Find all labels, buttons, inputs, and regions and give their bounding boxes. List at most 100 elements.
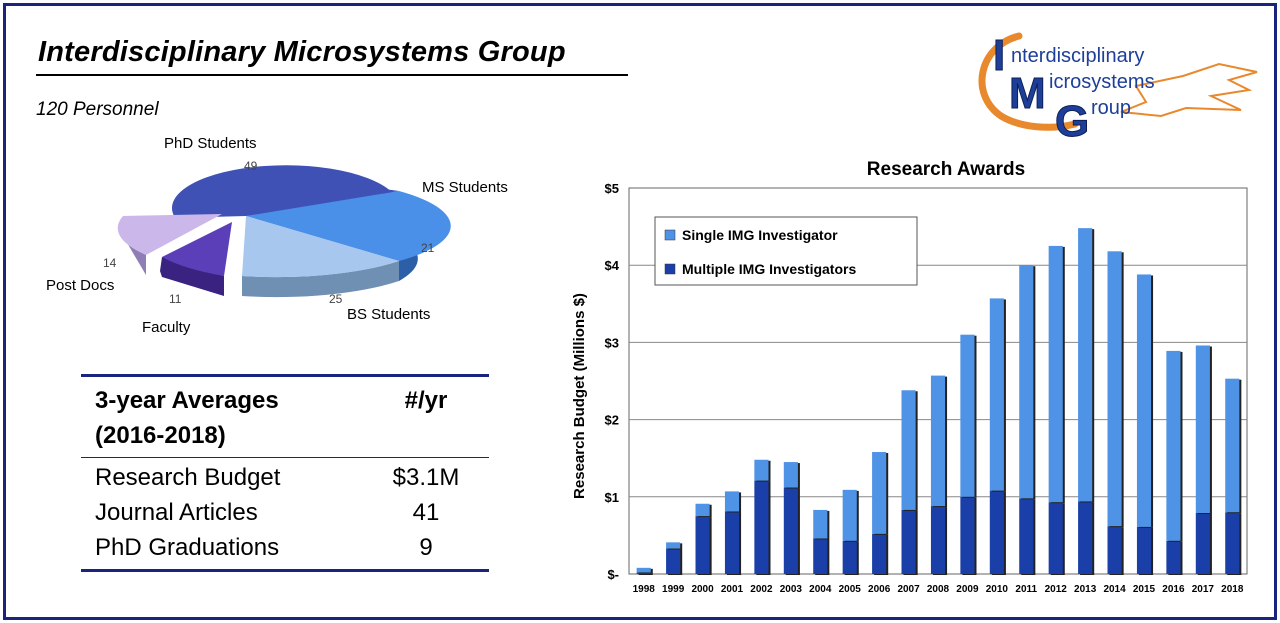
- legend-swatch-single: [664, 229, 676, 241]
- x-tick-label: 2004: [809, 584, 832, 595]
- y-tick-label: $-: [607, 567, 619, 582]
- bar-multiple-2018: [1225, 512, 1240, 574]
- bar-single-2018: [1225, 378, 1240, 513]
- pie-value-faculty: 11: [169, 292, 182, 306]
- logo-word-1: nterdisciplinary: [1011, 45, 1144, 67]
- bar-single-2001: [724, 491, 740, 512]
- bar-multiple-2016: [1166, 540, 1181, 574]
- pie-value-ms: 21: [421, 241, 435, 255]
- bar-single-2000: [695, 503, 710, 517]
- x-tick-label: 2010: [986, 584, 1009, 595]
- table-row: PhD Graduations 9: [81, 530, 489, 565]
- table-header: 3-year Averages (2016-2018) #/yr: [81, 377, 489, 457]
- bar-multiple-1999: [666, 548, 681, 574]
- bar-multiple-2007: [901, 509, 916, 574]
- img-logo: I nterdisciplinary M icrosystems G roup: [978, 31, 1258, 144]
- x-tick-label: 2017: [1192, 584, 1215, 595]
- table-row: Journal Articles 41: [81, 495, 489, 530]
- slide-frame: Interdisciplinary Microsystems Group 120…: [3, 3, 1277, 620]
- x-tick-label: 1998: [633, 584, 656, 595]
- bar-single-2016: [1166, 350, 1181, 541]
- pie-slice-ms: [246, 191, 451, 261]
- y-axis-label: Research Budget (Millions $): [571, 293, 588, 499]
- bar-single-2002: [754, 459, 769, 481]
- y-tick-labels: $- $1 $2 $3 $4 $5: [605, 181, 620, 582]
- x-tick-labels: 1998 1999 2000 2001 2002 2003 2004 2005 2006 2007…: [633, 584, 1244, 595]
- bar-multiple-2001: [724, 511, 740, 574]
- x-tick-label: 2008: [927, 584, 950, 595]
- x-tick-label: 2011: [1015, 584, 1037, 595]
- bar-multiple-2015: [1136, 526, 1152, 574]
- pie-value-bs: 25: [329, 292, 343, 306]
- x-tick-label: 2005: [839, 584, 862, 595]
- table-row: Research Budget $3.1M: [81, 460, 489, 495]
- pie-value-phd: 49: [244, 159, 258, 173]
- bars: [636, 228, 1242, 575]
- y-tick-label: $5: [605, 181, 619, 196]
- table-rule-top: [81, 374, 489, 377]
- bar-single-2010: [989, 298, 1004, 491]
- legend: Single IMG Investigator Multiple IMG Inv…: [654, 216, 918, 286]
- logo-word-2: icrosystems: [1049, 71, 1155, 93]
- chart-title: Research Awards: [867, 159, 1025, 180]
- legend-swatch-multiple: [664, 263, 676, 275]
- pie-label-phd: PhD Students: [164, 135, 257, 152]
- bar-single-2015: [1136, 274, 1152, 527]
- bar-multiple-2005: [842, 540, 857, 574]
- y-tick-label: $3: [605, 335, 619, 350]
- logo-letter-i: I: [993, 31, 1005, 80]
- bar-multiple-2012: [1048, 502, 1063, 574]
- pie-wall-bs: [242, 261, 399, 298]
- legend-label-single: Single IMG Investigator: [682, 227, 838, 243]
- pie-value-postdocs: 14: [103, 256, 117, 270]
- table-header-label: 3-year Averages (2016-2018): [95, 383, 365, 453]
- x-tick-label: 2002: [750, 584, 773, 595]
- logo-swoosh: [978, 32, 1079, 131]
- bar-multiple-2000: [695, 516, 710, 574]
- pie-slice-bs: [242, 216, 399, 278]
- x-tick-label: 2012: [1045, 584, 1068, 595]
- pie-label-ms: MS Students: [422, 179, 508, 196]
- bar-single-2008: [930, 375, 946, 507]
- table-rule-mid: [81, 457, 489, 458]
- bar-single-2004: [813, 509, 828, 539]
- y-tick-label: $2: [605, 413, 619, 428]
- pie-slice-phd-top: [171, 185, 399, 218]
- pie-label-faculty: Faculty: [142, 319, 191, 336]
- pie-slice-faculty: [162, 222, 232, 276]
- averages-table: 3-year Averages (2016-2018) #/yr Researc…: [81, 374, 489, 572]
- x-tick-label: 2018: [1221, 584, 1244, 595]
- bar-single-2006: [872, 452, 887, 534]
- x-tick-label: 2016: [1162, 584, 1185, 595]
- bar-single-1998: [636, 567, 651, 573]
- x-tick-label: 1999: [662, 584, 685, 595]
- bar-multiple-2010: [989, 490, 1004, 574]
- row-value: 41: [412, 499, 440, 526]
- bar-multiple-2003: [783, 487, 798, 574]
- logo-letter-m: M: [1009, 69, 1046, 118]
- bar-single-2003: [783, 462, 798, 488]
- bar-single-2014: [1107, 251, 1122, 527]
- x-tick-label: 2013: [1074, 584, 1097, 595]
- x-tick-label: 2014: [1103, 584, 1126, 595]
- table-body: Research Budget $3.1M Journal Articles 4…: [81, 458, 489, 569]
- title-underline: [36, 74, 628, 76]
- table-rule-bottom: [81, 569, 489, 572]
- bar-multiple-2009: [960, 496, 975, 574]
- y-tick-label: $4: [605, 258, 620, 273]
- bar-multiple-2014: [1107, 526, 1122, 574]
- row-label: Journal Articles: [95, 499, 258, 526]
- bar-single-2009: [960, 334, 975, 497]
- bar-single-2011: [1019, 265, 1034, 499]
- bar-single-2017: [1195, 345, 1210, 514]
- x-tick-label: 2009: [956, 584, 979, 595]
- personnel-pie-chart: PhD Students 49 MS Students 21 BS Studen…: [46, 135, 508, 336]
- bar-multiple-2013: [1078, 501, 1093, 574]
- x-tick-label: 2007: [897, 584, 920, 595]
- table-header-value: #/yr: [404, 387, 448, 414]
- bar-single-1999: [666, 542, 681, 549]
- legend-label-multiple: Multiple IMG Investigators: [682, 261, 856, 277]
- table-header-label-line2: (2016-2018): [95, 422, 226, 449]
- bar-multiple-2006: [872, 533, 887, 574]
- bar-multiple-2017: [1195, 513, 1210, 574]
